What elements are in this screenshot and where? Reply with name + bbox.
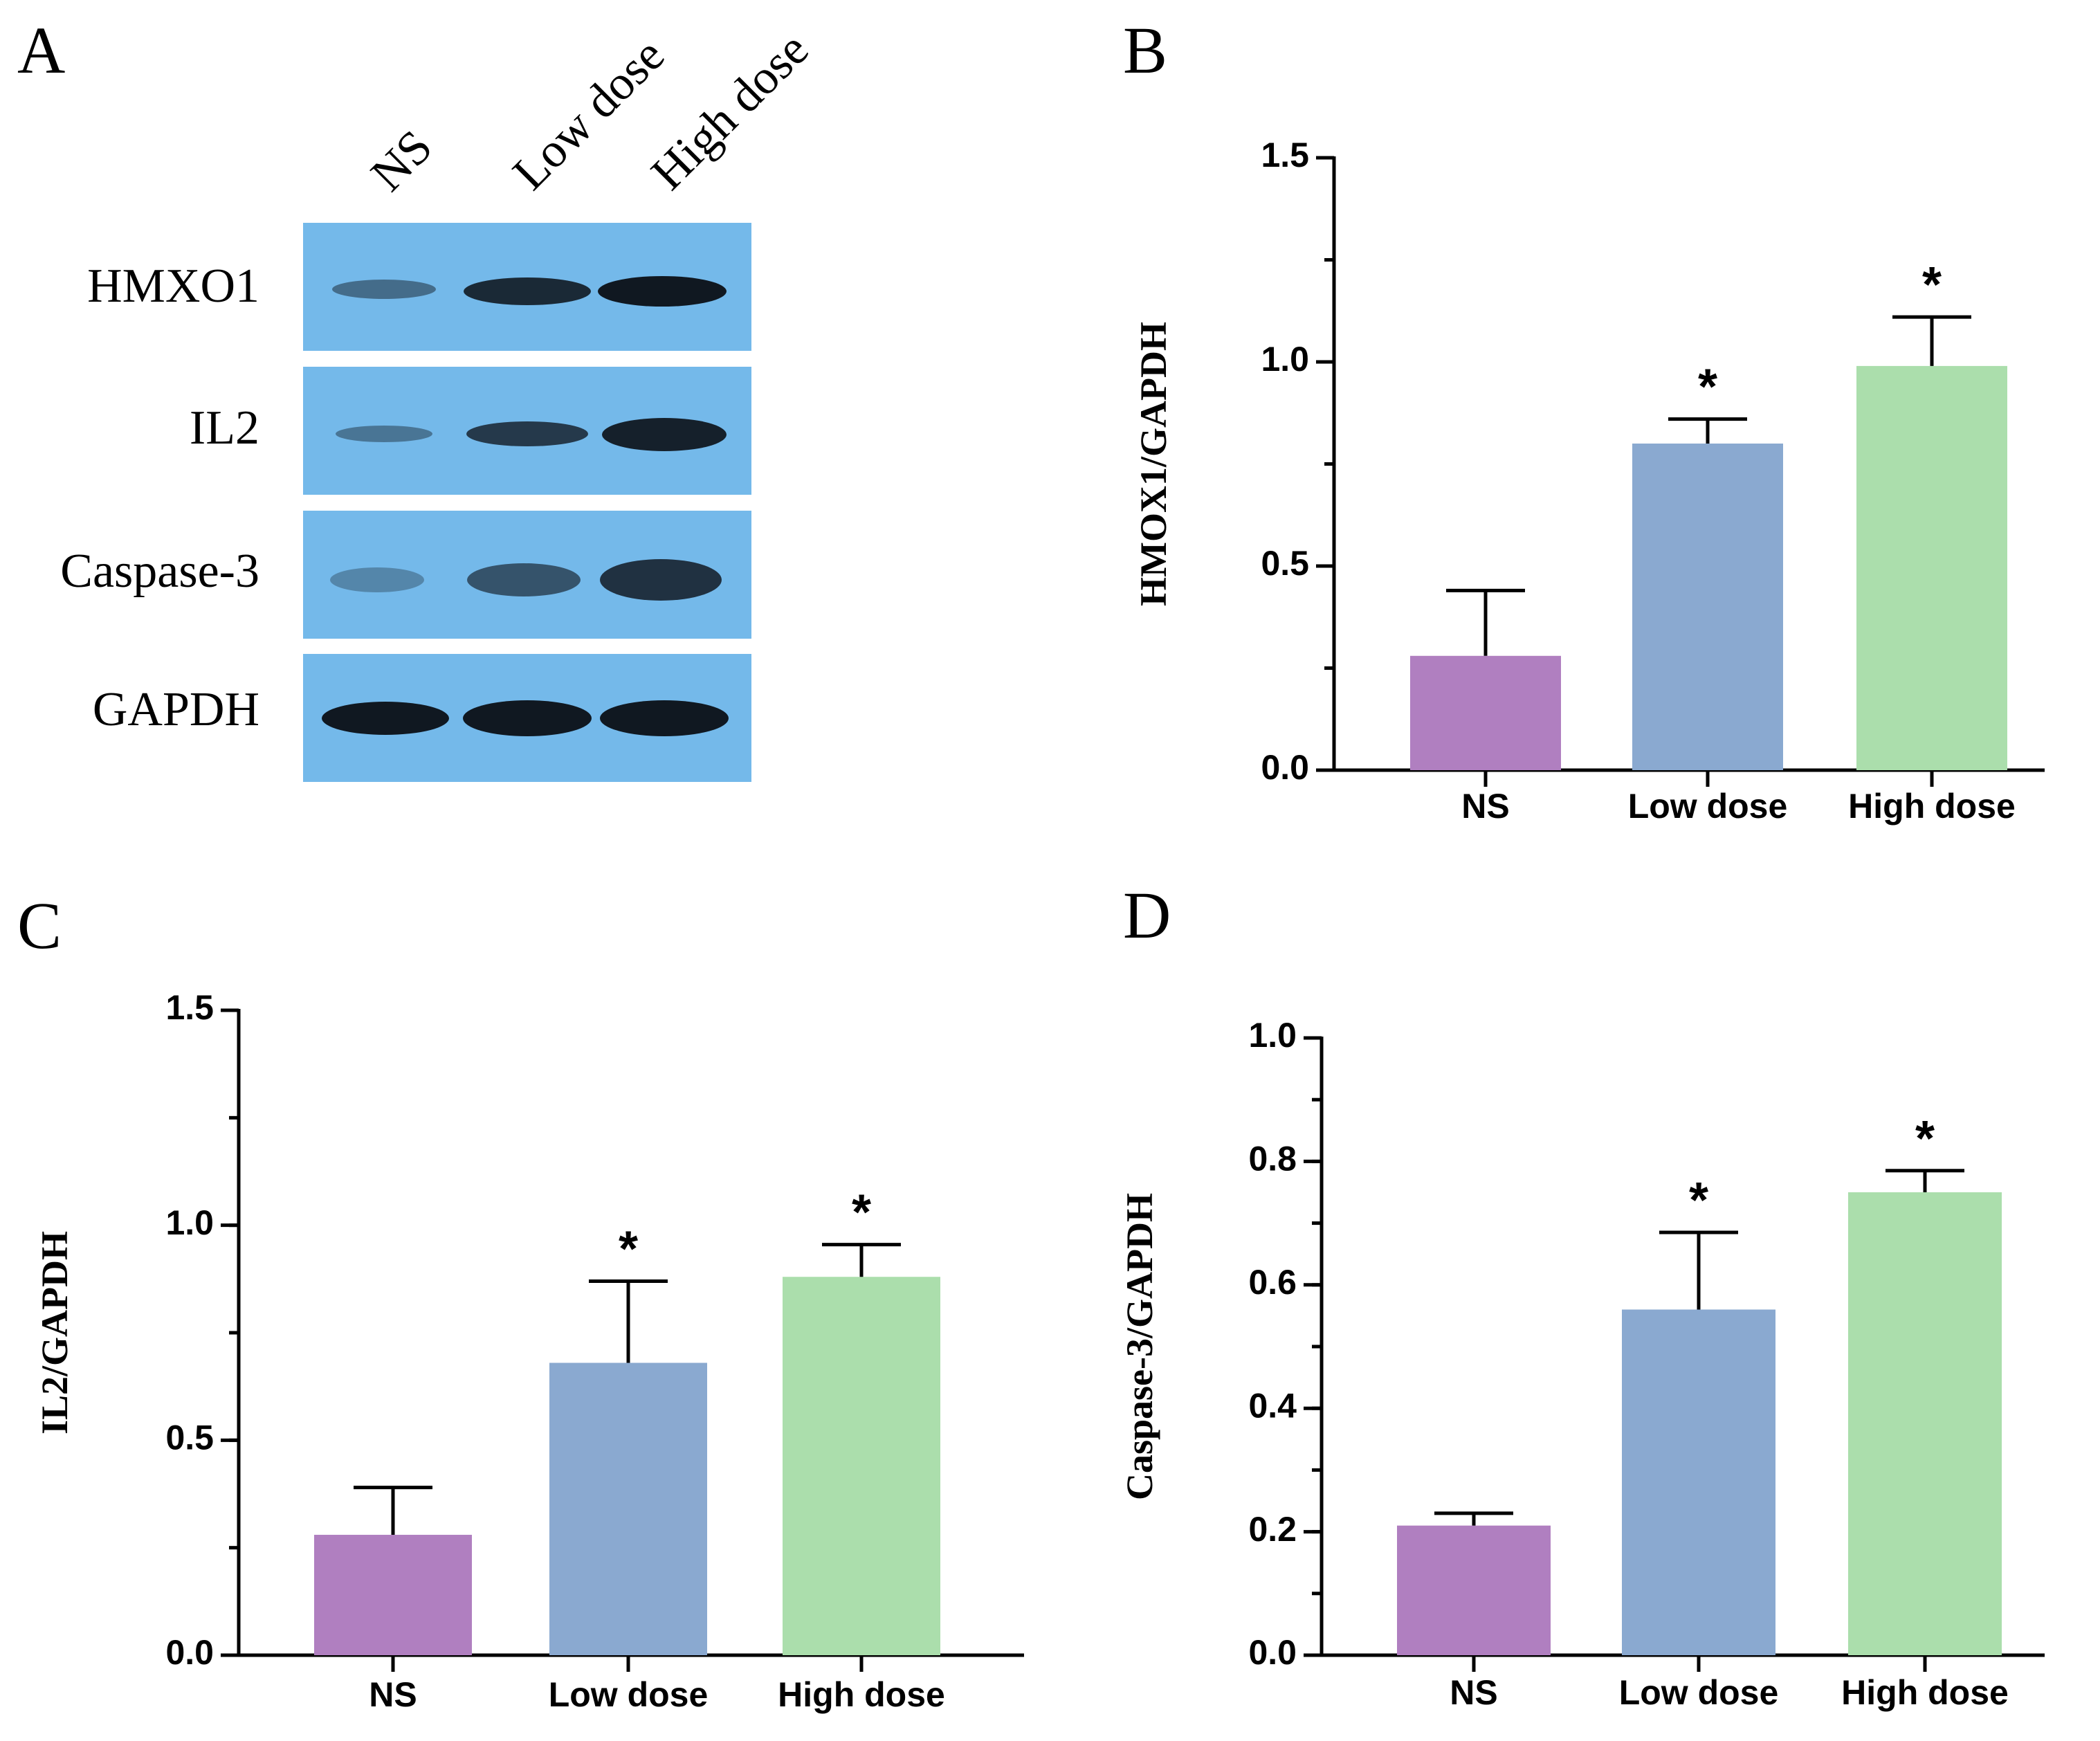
chart-b-bar-low-dose	[1632, 444, 1783, 770]
chart-c-significance-high-dose: *	[852, 1185, 871, 1241]
chart-c-xtick-label-low-dose: Low dose	[549, 1675, 709, 1714]
band-hmxo1-low-dose	[464, 277, 591, 305]
chart-d: 0.0 0.2 0.4 0.6 0.8 1.0 Caspase-3/GAPDH NS Low d…	[1119, 1016, 2045, 1712]
panel-c-letter: C	[17, 888, 62, 963]
band-hmxo1-ns	[332, 280, 436, 299]
protein-label-il2: IL2	[190, 401, 259, 455]
chart-b: 0.0 0.5 1.0 1.5 HMOX1/GAPDH NS Low dose * High d…	[1133, 136, 2045, 826]
chart-b-bar-ns	[1410, 655, 1561, 770]
chart-c-ytick-label: 1.0	[165, 1203, 214, 1242]
chart-d-ytick-label: 0.6	[1248, 1263, 1297, 1302]
band-il2-low-dose	[466, 421, 588, 446]
chart-d-xtick-label-high-dose: High dose	[1841, 1673, 2009, 1712]
band-gapdh-high-dose	[600, 700, 729, 736]
panel-a: A NS Low dose High dose HMXO1 IL2 Caspas…	[17, 13, 819, 782]
chart-b-ytick-label: 1.5	[1261, 136, 1309, 174]
chart-c-bar-low-dose	[549, 1362, 707, 1655]
band-gapdh-low-dose	[463, 700, 592, 736]
chart-c-xtick-label-ns: NS	[369, 1675, 417, 1714]
chart-d-xtick-label-ns: NS	[1450, 1673, 1497, 1712]
chart-b-xtick-label-ns: NS	[1461, 787, 1509, 826]
chart-c: 0.0 0.5 1.0 1.5 IL2/GAPDH NS Low dose * High dos…	[34, 988, 1024, 1714]
protein-label-gapdh: GAPDH	[93, 683, 259, 736]
panel-a-letter: A	[17, 13, 65, 87]
protein-label-caspase-3: Caspase-3	[60, 545, 259, 598]
chart-c-xtick-label-high-dose: High dose	[778, 1675, 945, 1714]
chart-c-significance-low-dose: *	[619, 1221, 638, 1277]
chart-c-ytick-label: 0.0	[165, 1633, 214, 1672]
blot-rows: HMXO1 IL2 Caspase-3 GAPDH	[60, 223, 751, 782]
chart-d-significance-high-dose: *	[1915, 1111, 1935, 1167]
band-caspase-3-ns	[330, 567, 424, 592]
lane-label-ns: NS	[361, 120, 443, 202]
chart-d-significance-low-dose: *	[1689, 1173, 1708, 1228]
chart-d-ytick-label: 1.0	[1248, 1016, 1297, 1055]
band-il2-ns	[336, 426, 432, 442]
chart-b-xtick-label-low-dose: Low dose	[1628, 787, 1788, 826]
lane-labels: NS Low dose High dose	[361, 23, 819, 202]
chart-b-ytick-label: 1.0	[1261, 340, 1309, 379]
chart-d-ytick-label: 0.8	[1248, 1140, 1297, 1178]
chart-b-ytick-label: 0.5	[1261, 544, 1309, 583]
lane-label-high-dose: High dose	[641, 23, 819, 201]
chart-d-bar-high-dose	[1848, 1192, 2002, 1655]
lane-label-low-dose: Low dose	[503, 28, 675, 200]
band-caspase-3-high-dose	[600, 559, 722, 601]
panel-b-letter: B	[1123, 13, 1167, 87]
chart-d-ytick-label: 0.2	[1248, 1510, 1297, 1549]
chart-d-bar-ns	[1397, 1525, 1551, 1655]
chart-b-xtick-label-high-dose: High dose	[1848, 787, 2016, 826]
band-il2-high-dose	[602, 418, 727, 451]
chart-d-ylabel: Caspase-3/GAPDH	[1119, 1193, 1160, 1500]
protein-label-hmxo1: HMXO1	[87, 259, 259, 313]
chart-c-bar-ns	[314, 1535, 472, 1655]
chart-b-significance-high-dose: *	[1922, 257, 1942, 313]
chart-b-ytick-label: 0.0	[1261, 748, 1309, 787]
chart-d-ytick-label: 0.0	[1248, 1633, 1297, 1672]
chart-b-ylabel: HMOX1/GAPDH	[1133, 322, 1174, 606]
band-hmxo1-high-dose	[598, 276, 727, 307]
chart-b-significance-low-dose: *	[1698, 360, 1717, 415]
band-caspase-3-low-dose	[467, 563, 581, 596]
chart-d-xtick-label-low-dose: Low dose	[1619, 1673, 1779, 1712]
chart-c-ylabel: IL2/GAPDH	[34, 1231, 75, 1434]
chart-c-ytick-label: 0.5	[165, 1419, 214, 1457]
chart-b-bar-high-dose	[1856, 365, 2007, 770]
chart-d-ytick-label: 0.4	[1248, 1386, 1297, 1425]
chart-c-ytick-label: 1.5	[165, 988, 214, 1027]
band-gapdh-ns	[322, 702, 449, 735]
panel-d-letter: D	[1123, 878, 1171, 952]
chart-c-bar-high-dose	[783, 1277, 940, 1655]
chart-d-bar-low-dose	[1622, 1309, 1775, 1655]
